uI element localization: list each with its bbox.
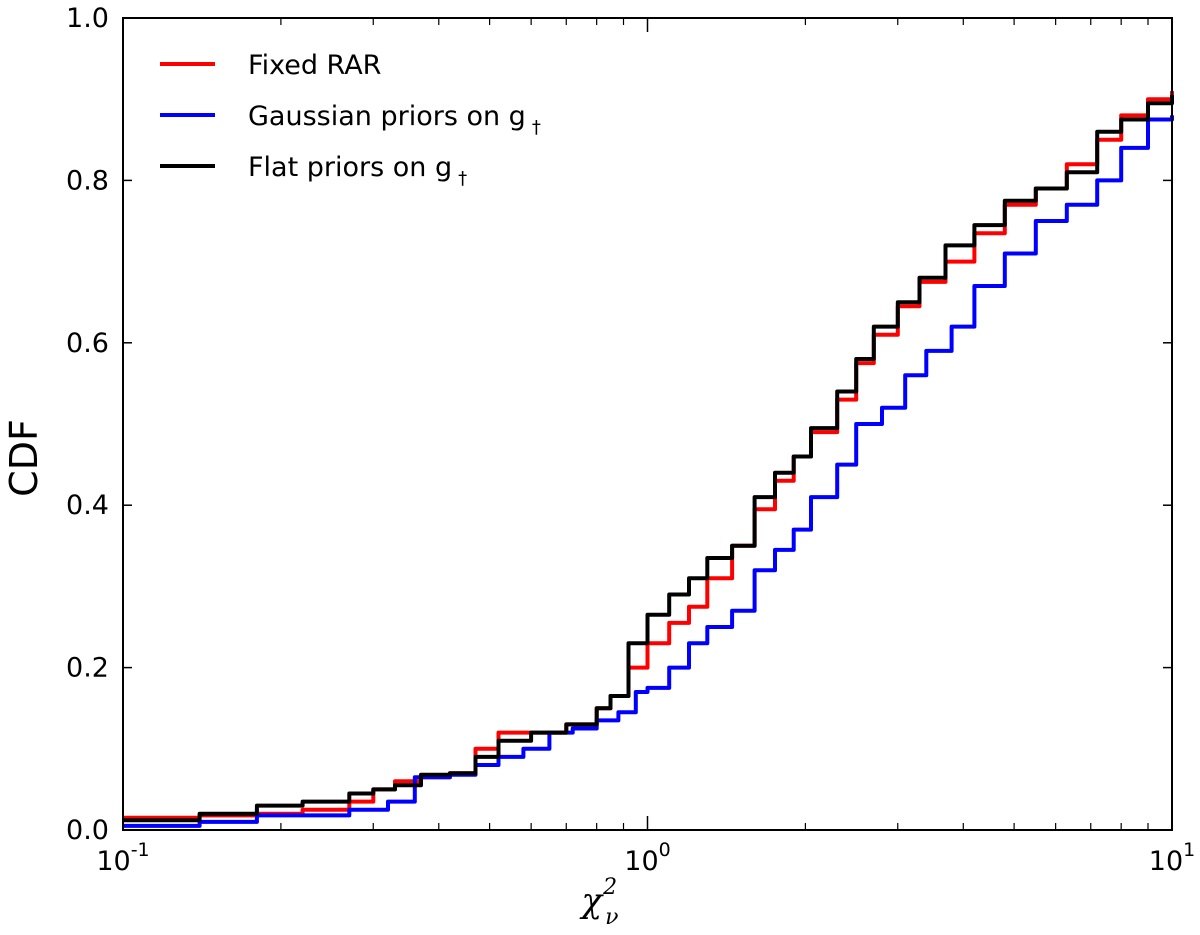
x-label-sup: 2 <box>602 875 617 900</box>
series-layer <box>123 91 1174 828</box>
series-line-gaussian-priors-on-g <box>123 115 1174 828</box>
y-tick-label: 0.0 <box>66 815 109 846</box>
x-label-base: χ <box>580 881 605 921</box>
svg-text:χ2ν: χ2 ν <box>580 875 619 930</box>
y-tick-label: 1.0 <box>66 3 109 34</box>
y-tick-label: 0.6 <box>66 328 109 359</box>
plot-frame <box>122 17 1173 831</box>
x-label-sub: ν <box>605 905 618 930</box>
legend-label: Gaussian priors on g † <box>248 101 541 138</box>
frame-layer <box>122 17 1173 831</box>
x-tick-label: 10-1 <box>96 839 149 877</box>
series-line-flat-priors-on-g <box>123 95 1174 823</box>
axes-layer: 0.0 0.2 0.4 0.6 0.8 1.0 10-1 100 101 <box>66 3 1195 877</box>
y-tick-label: 0.4 <box>66 490 109 521</box>
y-tick-label: 0.2 <box>66 653 109 684</box>
y-axis-label: CDF <box>2 419 46 497</box>
legend-label: Fixed RAR <box>248 50 381 81</box>
x-tick-label: 100 <box>624 839 670 877</box>
y-tick-label: 0.8 <box>66 165 109 196</box>
x-tick-label: 101 <box>1149 839 1195 877</box>
legend-label: Flat priors on g † <box>248 152 467 189</box>
x-axis-label: χ2 ν <box>580 875 619 930</box>
legend: Fixed RAR Gaussian priors on g † Flat prior… <box>160 50 541 189</box>
